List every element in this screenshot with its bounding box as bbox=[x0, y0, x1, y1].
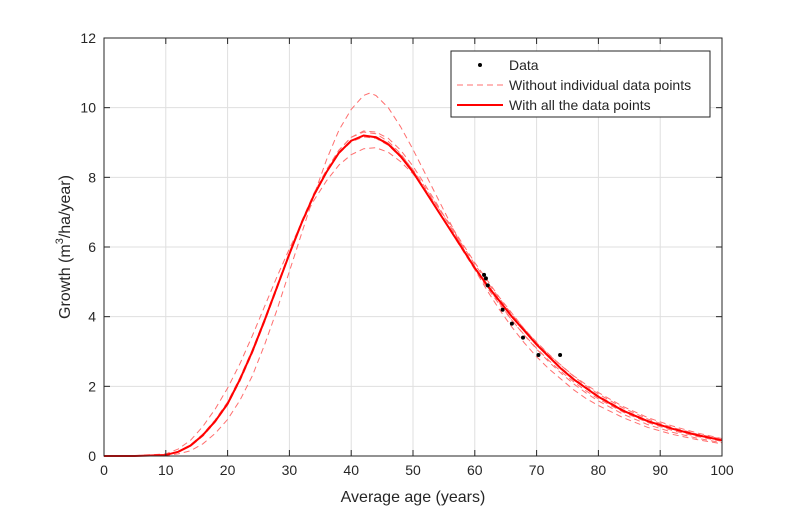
series-line-without-point-0 bbox=[104, 92, 723, 457]
y-axis-label-prefix: Growth (m bbox=[57, 244, 74, 319]
x-tick-label: 60 bbox=[467, 462, 483, 478]
data-point bbox=[500, 307, 505, 312]
data-point bbox=[509, 321, 514, 326]
x-tick-label: 0 bbox=[100, 462, 108, 478]
data-points bbox=[482, 272, 563, 357]
x-tick-label: 40 bbox=[343, 462, 359, 478]
axis-ticks: 0 10 20 30 40 50 60 70 80 90 100 0 2 4 6 8 10 12 bbox=[80, 30, 733, 478]
legend-entry-without-points: Without individual data points bbox=[509, 77, 691, 93]
x-axis-label: Average age (years) bbox=[341, 489, 486, 506]
legend-data-marker bbox=[478, 63, 482, 67]
x-tick-label: 30 bbox=[282, 462, 298, 478]
x-tick-label: 20 bbox=[220, 462, 236, 478]
y-axis-label: Growth (m3/ha/year) bbox=[54, 175, 74, 319]
series-line-with-all-points bbox=[104, 134, 723, 457]
data-point bbox=[536, 352, 541, 357]
series-lines bbox=[103, 92, 723, 457]
y-tick-label: 6 bbox=[88, 239, 96, 255]
legend-entry-with-all-points: With all the data points bbox=[509, 97, 651, 113]
y-tick-label: 0 bbox=[88, 448, 96, 464]
y-tick-label: 8 bbox=[88, 169, 96, 185]
data-point bbox=[483, 276, 488, 281]
data-point bbox=[521, 335, 526, 340]
y-tick-label: 10 bbox=[80, 100, 96, 116]
data-point bbox=[482, 272, 487, 277]
y-axis-label-suffix: /ha/year) bbox=[57, 175, 74, 238]
x-tick-label: 100 bbox=[710, 462, 734, 478]
legend: Data Without individual data points With… bbox=[450, 50, 711, 118]
x-tick-label: 80 bbox=[591, 462, 607, 478]
y-tick-label: 4 bbox=[88, 309, 96, 325]
x-tick-label: 70 bbox=[529, 462, 545, 478]
data-point bbox=[558, 352, 563, 357]
legend-entry-data: Data bbox=[509, 57, 539, 73]
data-point bbox=[485, 283, 490, 288]
x-tick-label: 50 bbox=[405, 462, 421, 478]
x-tick-label: 90 bbox=[652, 462, 668, 478]
y-tick-label: 12 bbox=[80, 30, 96, 46]
y-tick-label: 2 bbox=[88, 378, 96, 394]
x-tick-label: 10 bbox=[158, 462, 174, 478]
y-axis-label-superscript: 3 bbox=[54, 238, 66, 244]
